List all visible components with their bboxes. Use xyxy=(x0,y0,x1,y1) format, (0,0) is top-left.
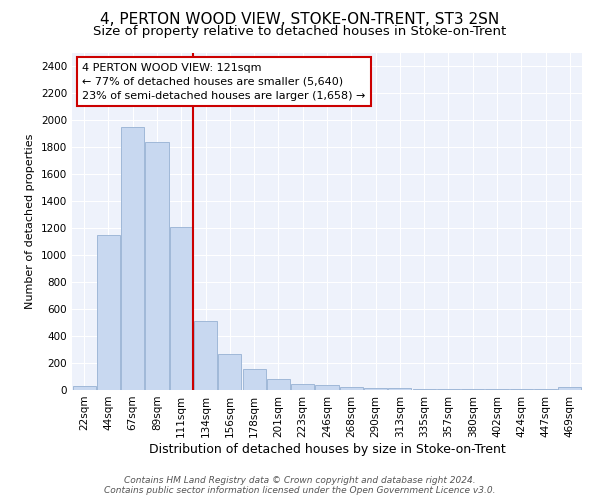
Bar xyxy=(267,378,290,390)
Bar xyxy=(73,386,95,390)
Bar xyxy=(559,388,581,390)
Bar xyxy=(170,226,193,390)
Text: 4, PERTON WOOD VIEW, STOKE-ON-TRENT, ST3 2SN: 4, PERTON WOOD VIEW, STOKE-ON-TRENT, ST3… xyxy=(100,12,500,28)
Bar xyxy=(388,388,412,390)
Text: Contains HM Land Registry data © Crown copyright and database right 2024.
Contai: Contains HM Land Registry data © Crown c… xyxy=(104,476,496,495)
Bar xyxy=(145,142,169,390)
Bar xyxy=(97,235,120,390)
Bar xyxy=(316,385,338,390)
Bar xyxy=(291,384,314,390)
X-axis label: Distribution of detached houses by size in Stoke-on-Trent: Distribution of detached houses by size … xyxy=(149,442,505,456)
Text: Size of property relative to detached houses in Stoke-on-Trent: Size of property relative to detached ho… xyxy=(94,25,506,38)
Bar xyxy=(340,388,363,390)
Bar xyxy=(364,388,387,390)
Y-axis label: Number of detached properties: Number of detached properties xyxy=(25,134,35,309)
Bar xyxy=(461,389,484,390)
Bar xyxy=(194,321,217,390)
Bar xyxy=(121,126,144,390)
Bar xyxy=(437,389,460,390)
Bar xyxy=(242,369,266,390)
Text: 4 PERTON WOOD VIEW: 121sqm
← 77% of detached houses are smaller (5,640)
23% of s: 4 PERTON WOOD VIEW: 121sqm ← 77% of deta… xyxy=(82,62,365,100)
Bar xyxy=(218,354,241,390)
Bar xyxy=(413,388,436,390)
